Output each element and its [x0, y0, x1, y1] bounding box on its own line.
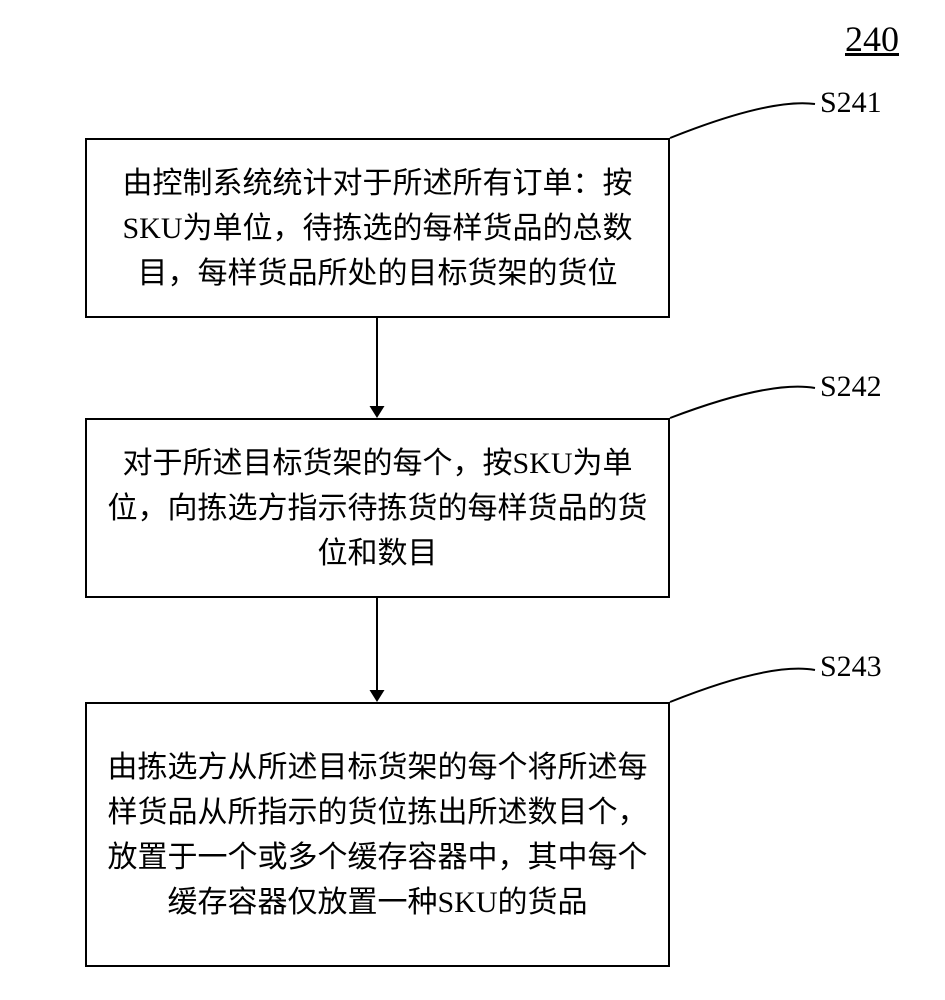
step-text-s242: 对于所述目标货架的每个，按SKU为单位，向拣选方指示待拣货的每样货品的货位和数目	[107, 441, 648, 576]
callout-path-s243	[670, 669, 815, 702]
callout-path-s242	[670, 387, 815, 418]
step-text-s243: 由拣选方从所述目标货架的每个将所述每样货品从所指示的货位拣出所述数目个，放置于一…	[107, 745, 648, 925]
step-label-s241: S241	[820, 86, 882, 120]
figure-number: 240	[845, 18, 899, 60]
step-label-s243: S243	[820, 650, 882, 684]
step-text-s241: 由控制系统统计对于所述所有订单：按SKU为单位，待拣选的每样货品的总数目，每样货…	[107, 161, 648, 296]
step-box-s241: 由控制系统统计对于所述所有订单：按SKU为单位，待拣选的每样货品的总数目，每样货…	[85, 138, 670, 318]
step-box-s243: 由拣选方从所述目标货架的每个将所述每样货品从所指示的货位拣出所述数目个，放置于一…	[85, 702, 670, 967]
callout-path-s241	[670, 103, 815, 138]
step-box-s242: 对于所述目标货架的每个，按SKU为单位，向拣选方指示待拣货的每样货品的货位和数目	[85, 418, 670, 598]
step-label-s242: S242	[820, 370, 882, 404]
